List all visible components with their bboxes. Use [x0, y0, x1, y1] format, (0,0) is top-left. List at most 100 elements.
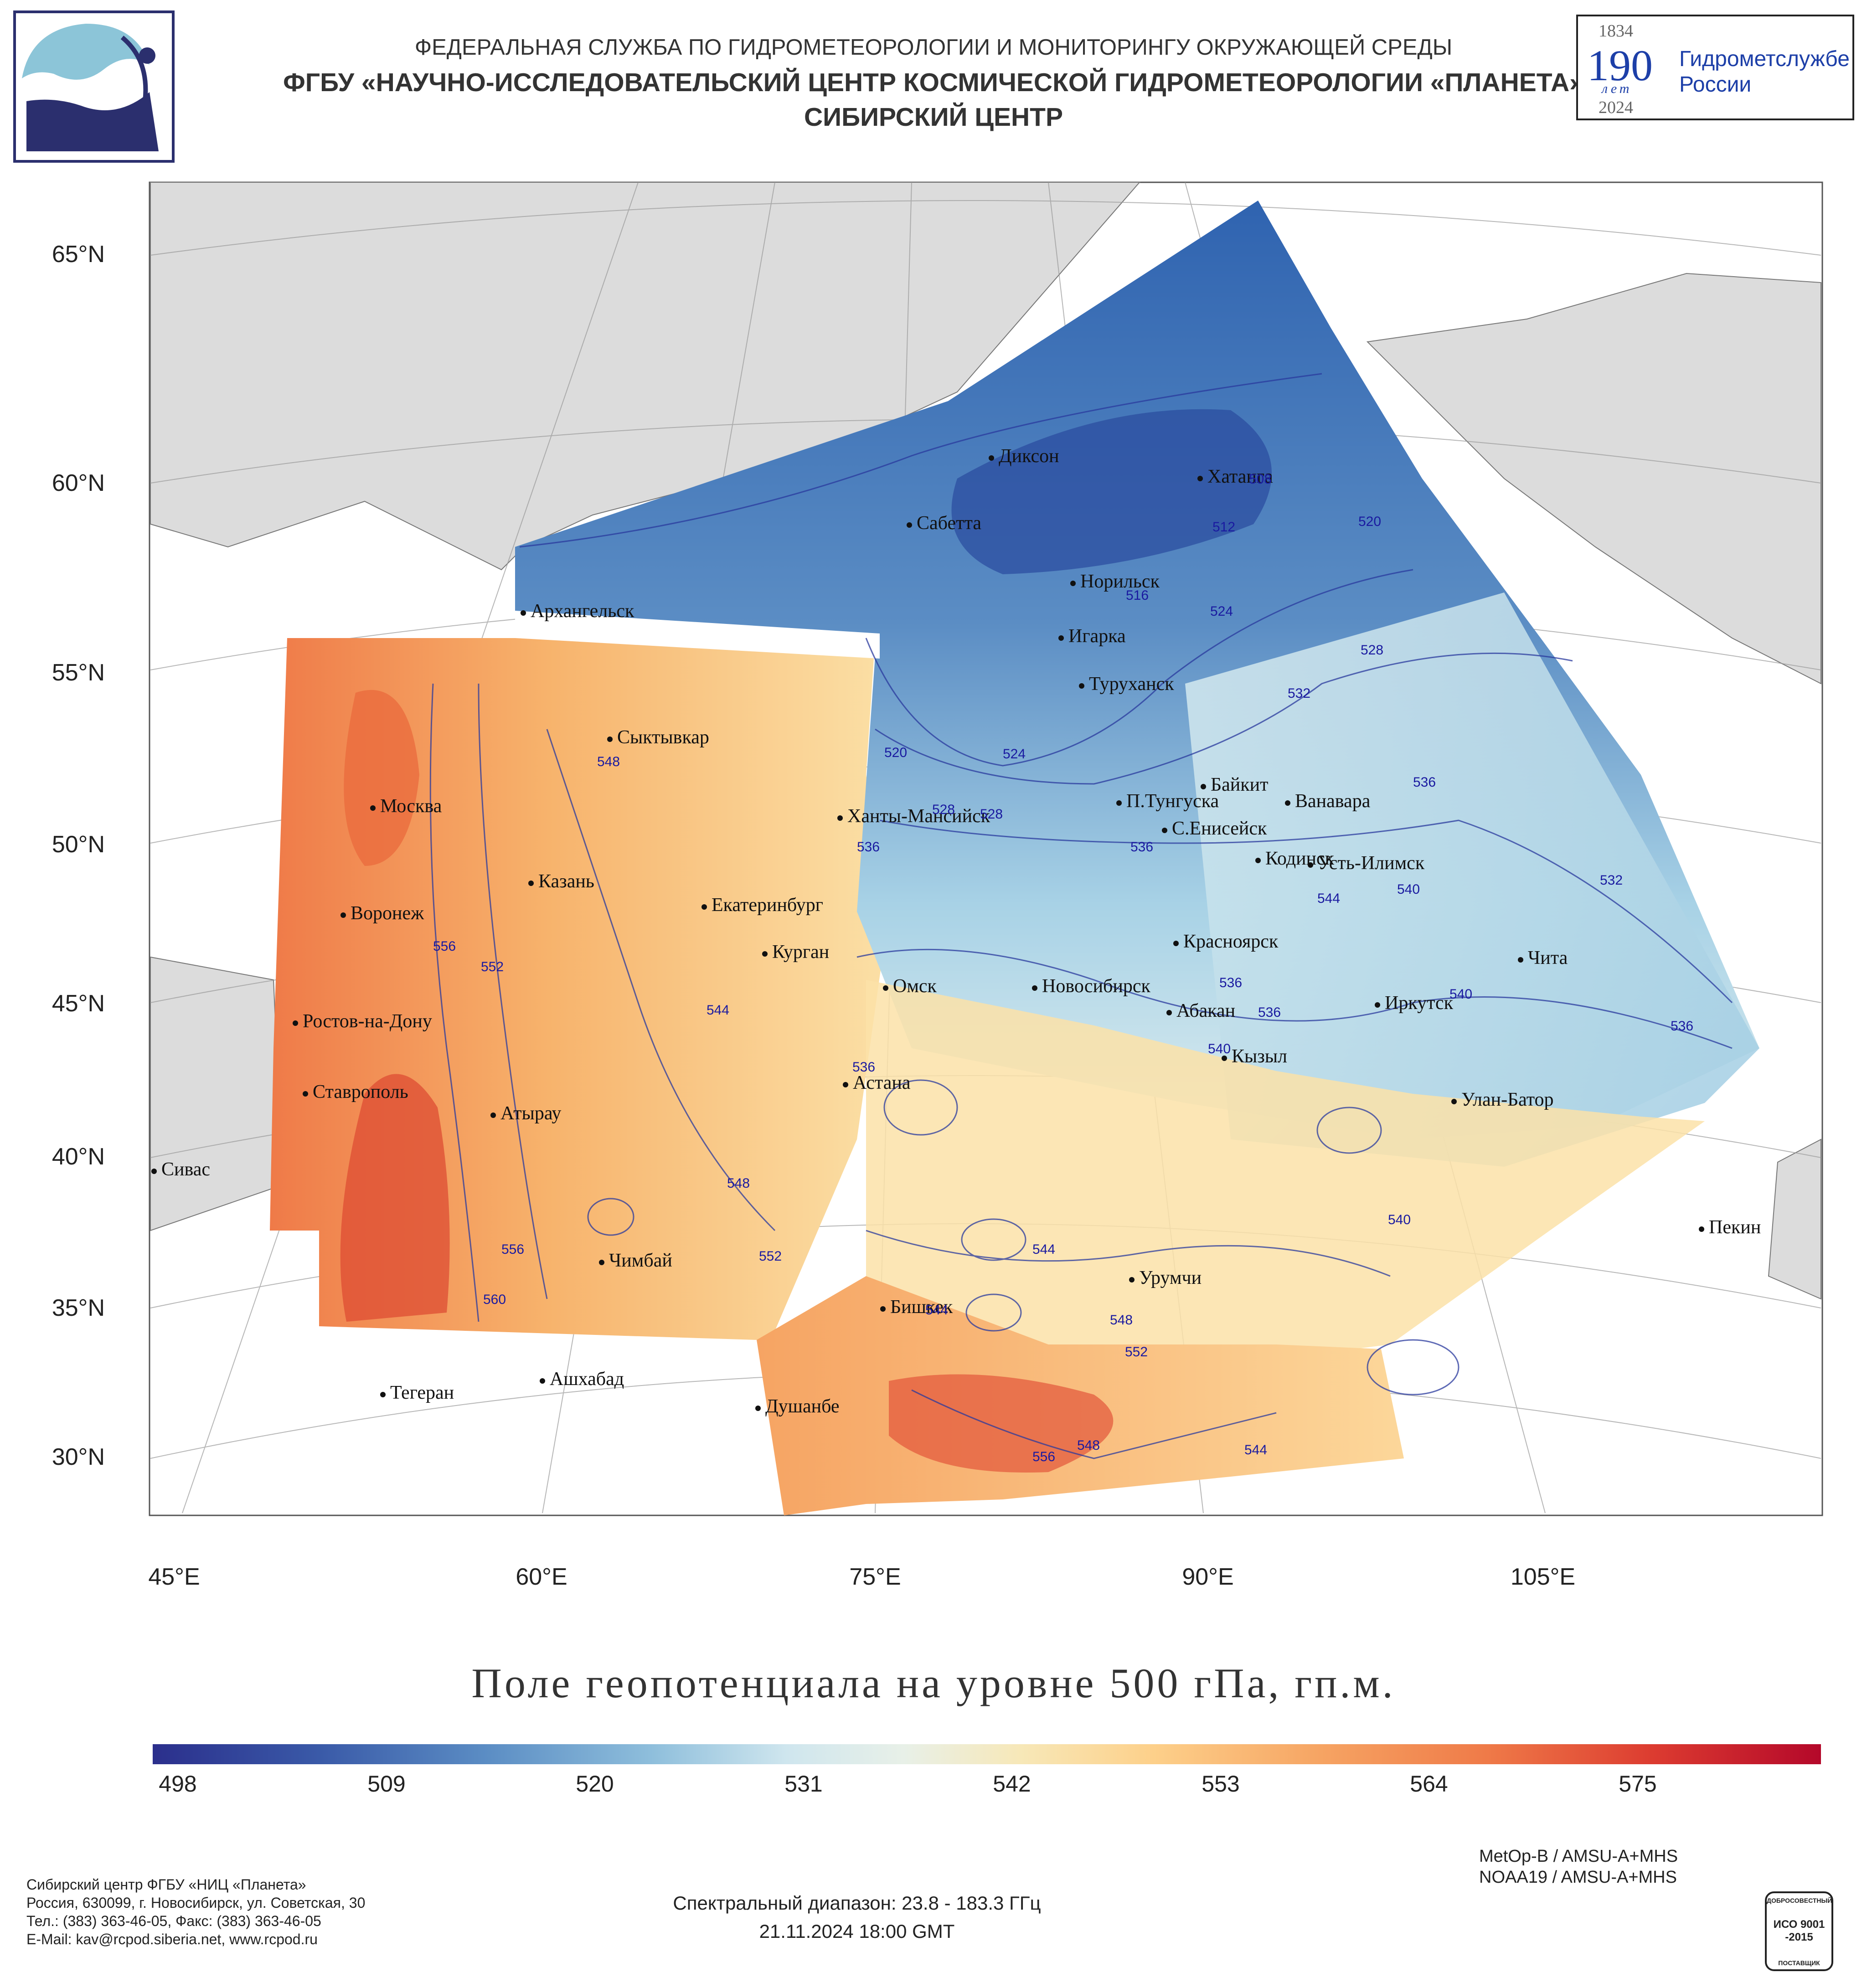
- city-dot: [1201, 784, 1206, 789]
- city-label: Норильск: [1080, 571, 1160, 592]
- org-email: E-Mail: kav@rcpod.siberia.net, www.rcpod…: [26, 1931, 318, 1947]
- contour-label: 544: [1317, 891, 1341, 906]
- contour-label: 508: [1249, 472, 1272, 487]
- city-dot: [989, 455, 994, 461]
- contour-label: 544: [707, 1003, 730, 1018]
- contour-label: 532: [1600, 873, 1623, 888]
- city-label: Улан-Батор: [1461, 1089, 1554, 1110]
- city-label: Москва: [380, 796, 442, 817]
- contour-label: 528: [980, 807, 1003, 822]
- anniversary-year-end: 2024: [1599, 98, 1633, 117]
- city-label: Атырау: [500, 1103, 562, 1124]
- city-label: Усть-Илимск: [1318, 853, 1425, 874]
- lon-label-60: 60°E: [516, 1564, 567, 1590]
- city-label: Чита: [1528, 948, 1568, 968]
- city-dot: [380, 1392, 386, 1397]
- contour-label: 552: [1125, 1344, 1148, 1360]
- isohypses: [429, 373, 1733, 1459]
- planeta-logo: [13, 10, 175, 163]
- city-label: Игарка: [1068, 626, 1126, 647]
- contour-label: 536: [1258, 1005, 1281, 1020]
- contour-label: 560: [483, 1292, 506, 1307]
- city-dot: [607, 736, 613, 742]
- city-dot: [1699, 1226, 1704, 1232]
- contour-label: 552: [481, 959, 504, 974]
- city-label: Сивас: [161, 1159, 211, 1180]
- city-dot: [340, 912, 346, 918]
- contour-label: 536: [852, 1060, 876, 1075]
- contour-label: 544: [1244, 1442, 1268, 1458]
- city-dot: [1518, 957, 1523, 963]
- swath-east: [1185, 592, 1759, 1167]
- contour-label: 556: [433, 939, 456, 954]
- city-dot: [1375, 1002, 1380, 1008]
- city-dot: [599, 1260, 604, 1265]
- city-label: Казань: [538, 871, 594, 892]
- contour-label: 520: [884, 745, 908, 760]
- city-dot: [303, 1091, 308, 1097]
- anniversary-badge: 1834 190 лет Гидрометслужбе России 2024: [1576, 15, 1854, 120]
- anniversary-year-start: 1834: [1599, 21, 1633, 41]
- anniversary-name: Гидрометслужбе России: [1679, 46, 1850, 98]
- colorbar: [153, 1744, 1821, 1764]
- city-dot: [1197, 476, 1203, 481]
- city-label: Урумчи: [1139, 1267, 1202, 1288]
- city-label: Душанбе: [765, 1396, 840, 1417]
- city-dot: [1129, 1277, 1135, 1282]
- anniversary-name-line1: Гидрометслужбе: [1679, 47, 1850, 71]
- city-label: Курган: [772, 942, 830, 963]
- land-north: [150, 182, 1141, 571]
- city-dot: [1285, 800, 1290, 806]
- contour-label: 524: [1210, 604, 1233, 619]
- lat-label-55: 55°N: [52, 659, 105, 686]
- colorbar-tick: 564: [1410, 1771, 1448, 1797]
- satellite-1: MetOp-B / AMSU-A+MHS: [1479, 1847, 1678, 1866]
- city-label: Пекин: [1709, 1217, 1761, 1238]
- iso-top: ДОБРОСОВЕСТНЫЙ: [1767, 1897, 1832, 1904]
- contour-label: 540: [1397, 882, 1420, 897]
- city-label: Байкит: [1211, 774, 1269, 795]
- city-label: Екатеринбург: [712, 895, 823, 916]
- contour-label: 544: [1032, 1242, 1056, 1257]
- contour-label: 516: [1126, 588, 1149, 603]
- city-dot: [151, 1169, 157, 1174]
- lat-label-30: 30°N: [52, 1444, 105, 1470]
- anniversary-unit: лет: [1602, 81, 1632, 96]
- colorbar-tick: 520: [576, 1771, 614, 1797]
- city-label: Бишкек: [890, 1297, 953, 1318]
- contour-label: 520: [1358, 514, 1382, 529]
- map-title: Поле геопотенциала на уровне 500 гПа, гп…: [471, 1660, 1396, 1706]
- city-dot: [521, 610, 526, 616]
- city-dot: [755, 1406, 761, 1411]
- contour-label: 536: [1219, 975, 1243, 990]
- warm-core-caspian: [340, 1074, 450, 1322]
- lat-label-40: 40°N: [52, 1143, 105, 1170]
- city-label: Хатанга: [1207, 466, 1273, 487]
- org-name: Сибирский центр ФГБУ «НИЦ «Планета»: [26, 1876, 306, 1893]
- data-gap: [515, 611, 880, 659]
- colorbar-tick: 531: [784, 1771, 823, 1797]
- city-dot: [1255, 858, 1261, 863]
- city-dot: [1162, 828, 1167, 833]
- city-dot: [370, 805, 376, 811]
- geopotential-map: [149, 181, 1823, 1516]
- city-dot: [540, 1378, 545, 1384]
- land-southeast: [1768, 1138, 1821, 1300]
- contour-label: 524: [1003, 747, 1026, 762]
- city-dot: [883, 985, 888, 991]
- city-dot: [1070, 581, 1076, 586]
- org-address: Россия, 630099, г. Новосибирск, ул. Сове…: [26, 1895, 366, 1911]
- city-dot: [1116, 800, 1122, 806]
- observation-datetime: 21.11.2024 18:00 GMT: [759, 1921, 955, 1942]
- lat-label-50: 50°N: [52, 831, 105, 858]
- contour-label: 540: [1449, 987, 1473, 1002]
- city-dot: [837, 815, 843, 821]
- org-contacts: Сибирский центр ФГБУ «НИЦ «Планета» Росс…: [26, 1875, 365, 1948]
- contour-label: 548: [597, 754, 620, 769]
- contour-label: 536: [1130, 839, 1154, 855]
- satellite-2: NOAA19 / AMSU-A+MHS: [1479, 1868, 1677, 1887]
- city-label: Диксон: [999, 446, 1059, 467]
- contour-label: 556: [501, 1242, 525, 1257]
- anniversary-number: 190: [1587, 41, 1653, 90]
- city-label: Кодинск: [1265, 848, 1335, 869]
